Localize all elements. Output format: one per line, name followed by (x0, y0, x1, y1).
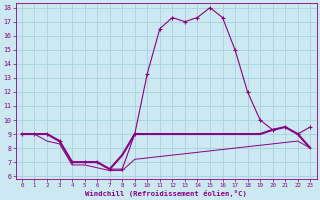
X-axis label: Windchill (Refroidissement éolien,°C): Windchill (Refroidissement éolien,°C) (85, 190, 247, 197)
